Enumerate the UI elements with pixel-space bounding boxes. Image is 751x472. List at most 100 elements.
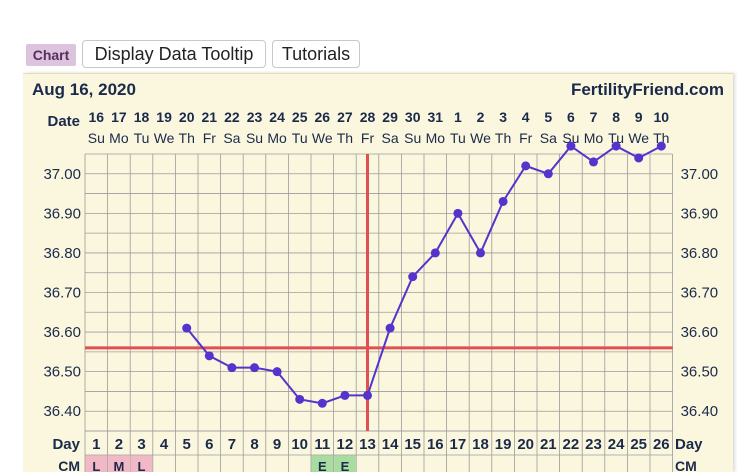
temperature-point[interactable] bbox=[318, 399, 327, 408]
day-label: 20 bbox=[517, 436, 534, 453]
day-label: 3 bbox=[137, 436, 145, 453]
y-tick-label-left: 36.60 bbox=[43, 324, 81, 341]
day-label: 6 bbox=[205, 436, 213, 453]
date-label: 8 bbox=[612, 109, 620, 125]
date-label: 5 bbox=[544, 109, 552, 125]
site-name: FertilityFriend.com bbox=[571, 80, 724, 99]
temperature-point[interactable] bbox=[499, 197, 508, 206]
day-label: 4 bbox=[160, 436, 169, 453]
date-label: 29 bbox=[382, 109, 398, 125]
weekday-label: Su bbox=[88, 130, 105, 146]
date-label: 23 bbox=[247, 109, 263, 125]
day-label: 5 bbox=[183, 436, 191, 453]
day-label: 26 bbox=[653, 436, 670, 453]
temperature-point[interactable] bbox=[408, 272, 417, 281]
temperature-point[interactable] bbox=[363, 391, 372, 400]
weekday-label: Su bbox=[404, 130, 421, 146]
day-label: 25 bbox=[630, 436, 647, 453]
display-data-tooltip-button[interactable]: Display Data Tooltip bbox=[82, 40, 266, 68]
day-label: 22 bbox=[563, 436, 580, 453]
y-tick-label-right: 37.00 bbox=[681, 166, 719, 183]
temperature-point[interactable] bbox=[521, 161, 530, 170]
date-label: 1 bbox=[454, 109, 462, 125]
day-label: 24 bbox=[608, 436, 625, 453]
day-label: 9 bbox=[273, 436, 281, 453]
weekday-label: Sa bbox=[540, 130, 557, 146]
temperature-point[interactable] bbox=[182, 324, 191, 333]
temperature-point[interactable] bbox=[340, 391, 349, 400]
y-tick-label-right: 36.40 bbox=[681, 403, 719, 420]
date-label: 30 bbox=[405, 109, 421, 125]
date-label: 10 bbox=[654, 109, 670, 125]
y-tick-label-right: 36.80 bbox=[681, 245, 719, 262]
weekday-label: Th bbox=[337, 130, 353, 146]
day-label: 14 bbox=[382, 436, 399, 453]
temperature-point[interactable] bbox=[566, 142, 575, 151]
y-tick-label-right: 36.90 bbox=[681, 205, 719, 222]
tab-chart[interactable]: Chart bbox=[26, 44, 76, 66]
temperature-point[interactable] bbox=[612, 142, 621, 151]
temperature-point[interactable] bbox=[250, 363, 259, 372]
y-tick-label-right: 36.60 bbox=[681, 324, 719, 341]
day-label: 2 bbox=[115, 436, 123, 453]
cm-label: L bbox=[92, 459, 100, 472]
temperature-point[interactable] bbox=[453, 209, 462, 218]
date-label: 24 bbox=[269, 109, 285, 125]
y-tick-label-right: 36.50 bbox=[681, 364, 719, 381]
chart-panel: Aug 16, 2020 FertilityFriend.com Date Da… bbox=[23, 73, 733, 472]
temperature-point[interactable] bbox=[634, 153, 643, 162]
day-label: 13 bbox=[359, 436, 376, 453]
date-label: 31 bbox=[428, 109, 444, 125]
weekday-label: Fr bbox=[203, 130, 217, 146]
y-tick-label-left: 36.40 bbox=[43, 403, 81, 420]
y-tick-label-right: 36.70 bbox=[681, 285, 719, 302]
temperature-point[interactable] bbox=[273, 367, 282, 376]
temperature-point[interactable] bbox=[386, 324, 395, 333]
weekday-label: Su bbox=[246, 130, 263, 146]
weekday-label: We bbox=[628, 130, 649, 146]
date-label: 16 bbox=[89, 109, 105, 125]
date-label: 28 bbox=[360, 109, 376, 125]
y-tick-label-left: 36.80 bbox=[43, 245, 81, 262]
date-label: 3 bbox=[499, 109, 507, 125]
temperature-point[interactable] bbox=[431, 248, 440, 257]
day-label: 15 bbox=[404, 436, 421, 453]
date-label: 27 bbox=[337, 109, 353, 125]
day-label: 18 bbox=[472, 436, 489, 453]
tutorials-button[interactable]: Tutorials bbox=[272, 40, 360, 68]
cm-row-label-right: CM bbox=[675, 458, 697, 472]
date-label: 7 bbox=[590, 109, 598, 125]
temperature-point[interactable] bbox=[227, 363, 236, 372]
date-label: 18 bbox=[134, 109, 150, 125]
temperature-point[interactable] bbox=[657, 142, 666, 151]
cm-label: M bbox=[113, 459, 124, 472]
date-label: 4 bbox=[522, 109, 530, 125]
cm-label: E bbox=[341, 459, 350, 472]
day-label: 7 bbox=[228, 436, 236, 453]
weekday-label: We bbox=[154, 130, 175, 146]
fertility-chart[interactable]: Aug 16, 2020 FertilityFriend.com Date Da… bbox=[23, 74, 733, 472]
weekday-label: Sa bbox=[223, 130, 240, 146]
weekday-label: Fr bbox=[519, 130, 533, 146]
chart-date: Aug 16, 2020 bbox=[32, 80, 136, 99]
y-tick-label-left: 37.00 bbox=[43, 166, 81, 183]
cm-label: L bbox=[138, 459, 146, 472]
day-label: 23 bbox=[585, 436, 602, 453]
temperature-point[interactable] bbox=[589, 157, 598, 166]
weekday-label: Tu bbox=[292, 130, 308, 146]
temperature-point[interactable] bbox=[205, 351, 214, 360]
date-label: 6 bbox=[567, 109, 575, 125]
date-label: 20 bbox=[179, 109, 195, 125]
date-label: 21 bbox=[202, 109, 218, 125]
day-label: 1 bbox=[92, 436, 100, 453]
date-label: 17 bbox=[111, 109, 127, 125]
temperature-point[interactable] bbox=[295, 395, 304, 404]
temperature-point[interactable] bbox=[544, 169, 553, 178]
temperature-point[interactable] bbox=[476, 248, 485, 257]
date-label: 2 bbox=[477, 109, 485, 125]
weekday-label: Mo bbox=[109, 130, 129, 146]
date-label: 22 bbox=[224, 109, 240, 125]
weekday-label: We bbox=[312, 130, 333, 146]
weekday-label: Mo bbox=[426, 130, 446, 146]
